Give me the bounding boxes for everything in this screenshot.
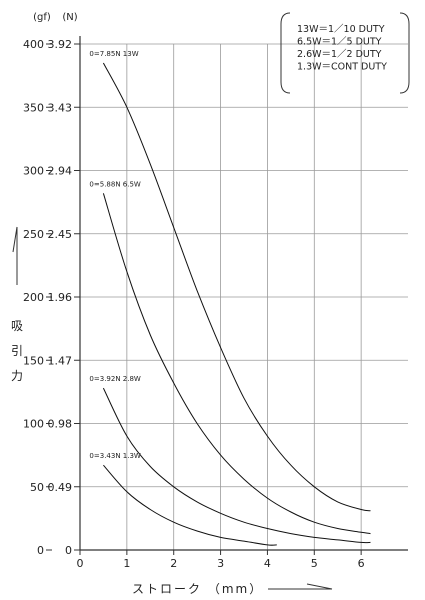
y-label-char: 引 <box>11 344 23 358</box>
curve-label-3: 0=3.92N 2.8W <box>89 375 140 383</box>
y-tick-label-n: 3.92 <box>48 38 73 51</box>
x-tick-label: 5 <box>311 557 318 570</box>
y-tick-label-gf: 200 <box>23 291 44 304</box>
y-tick-label-n: 1.47 <box>48 354 73 367</box>
y-tick-label-gf: 250 <box>23 228 44 241</box>
curve-labels: 0=7.85N 13W 0=5.88N 6.5W 0=3.92N 2.8W 0=3.4… <box>89 50 140 460</box>
curve-3 <box>102 387 371 544</box>
curve-2 <box>102 193 371 535</box>
curve-label-2: 0=5.88N 6.5W <box>89 180 140 188</box>
x-tick-label: 1 <box>123 557 130 570</box>
axes <box>46 36 408 555</box>
curve-1 <box>102 62 371 512</box>
y-tick-label-n: 3.43 <box>48 101 73 114</box>
y-tick-label-gf: 400 <box>23 38 44 51</box>
x-axis-label-group: ストローク （mm） <box>132 582 333 596</box>
x-tick-label: 6 <box>358 557 365 570</box>
y-tick-label-n: 2.45 <box>48 228 73 241</box>
y-tick-label-n: 2.94 <box>48 165 73 178</box>
y-tick-label-gf: 100 <box>23 418 44 431</box>
curve-label-4: 0=3.43N 1.3W <box>89 452 140 460</box>
y-axis-label: 吸引力 <box>11 226 23 383</box>
y-tick-label-gf: 50 <box>30 481 44 494</box>
x-tick-label: 4 <box>264 557 271 570</box>
y-tick-label-gf: 150 <box>23 354 44 367</box>
legend-bracket-right <box>399 12 410 94</box>
y-unit-n: (N) <box>62 12 77 23</box>
y-label-char: 力 <box>11 369 23 383</box>
y-tick-label-n: 0 <box>65 544 72 557</box>
legend-entry: 6.5W＝1／5 DUTY <box>297 37 382 48</box>
curve-4 <box>103 464 277 546</box>
x-tick-label: 0 <box>77 557 84 570</box>
y-tick-label-gf: 350 <box>23 101 44 114</box>
x-tick-label: 3 <box>217 557 224 570</box>
y-tick-label-n: 0.49 <box>48 481 73 494</box>
y-tick-label-gf: 300 <box>23 165 44 178</box>
y-tick-label-n: 1.96 <box>48 291 73 304</box>
legend-entry: 1.3W＝CONT DUTY <box>297 62 387 73</box>
y-tick-label-n: 0.98 <box>48 418 73 431</box>
x-tick-label: 2 <box>170 557 177 570</box>
curves <box>102 62 371 546</box>
y-arrow-head <box>12 226 18 253</box>
legend-entry: 13W＝1／10 DUTY <box>297 24 385 35</box>
legend-bracket-left <box>280 12 291 94</box>
y-tick-label-gf: 0 <box>37 544 44 557</box>
x-arrow-head <box>306 583 333 590</box>
y-label-char: 吸 <box>11 319 23 333</box>
x-axis-label: ストローク （mm） <box>132 582 263 596</box>
curve-label-1: 0=7.85N 13W <box>89 50 138 58</box>
grid <box>80 43 408 550</box>
legend-entry: 2.6W＝1／2 DUTY <box>297 49 382 60</box>
y-unit-gf: (gf) <box>33 12 51 23</box>
